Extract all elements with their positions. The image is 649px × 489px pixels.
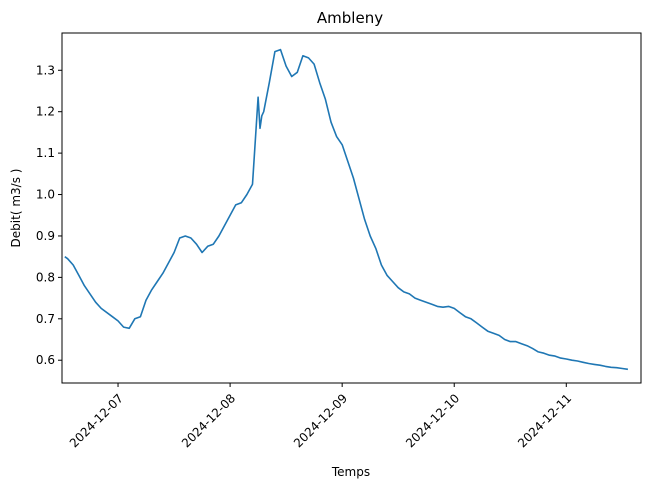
x-tick-label: 2024-12-07	[67, 391, 126, 450]
x-tick-label: 2024-12-11	[515, 391, 574, 450]
series-line	[64, 48, 629, 371]
y-tick-label: 0.9	[36, 229, 55, 243]
plot-area	[64, 48, 629, 371]
x-axis-title: Temps	[331, 465, 370, 479]
y-axis-title: Debit( m3/s )	[9, 169, 23, 248]
y-tick-label: 1.1	[36, 146, 55, 160]
y-tick-label: 1.2	[36, 105, 55, 119]
y-tick-label: 0.7	[36, 312, 55, 326]
plot-frame	[61, 32, 642, 384]
x-axis: 2024-12-07 2024-12-08 2024-12-09 2024-12-10…	[67, 383, 574, 450]
x-tick-label: 2024-12-09	[291, 391, 350, 450]
x-tick-label: 2024-12-10	[403, 391, 462, 450]
y-tick-label: 0.6	[36, 353, 55, 367]
x-tick-label: 2024-12-08	[179, 391, 238, 450]
chart-title: Ambleny	[317, 9, 383, 27]
y-tick-label: 1.0	[36, 188, 55, 202]
y-tick-label: 1.3	[36, 63, 55, 77]
y-tick-label: 0.8	[36, 270, 55, 284]
y-axis: 0.6 0.7 0.8 0.9 1.0 1.1 1.2 1.3	[36, 63, 62, 367]
